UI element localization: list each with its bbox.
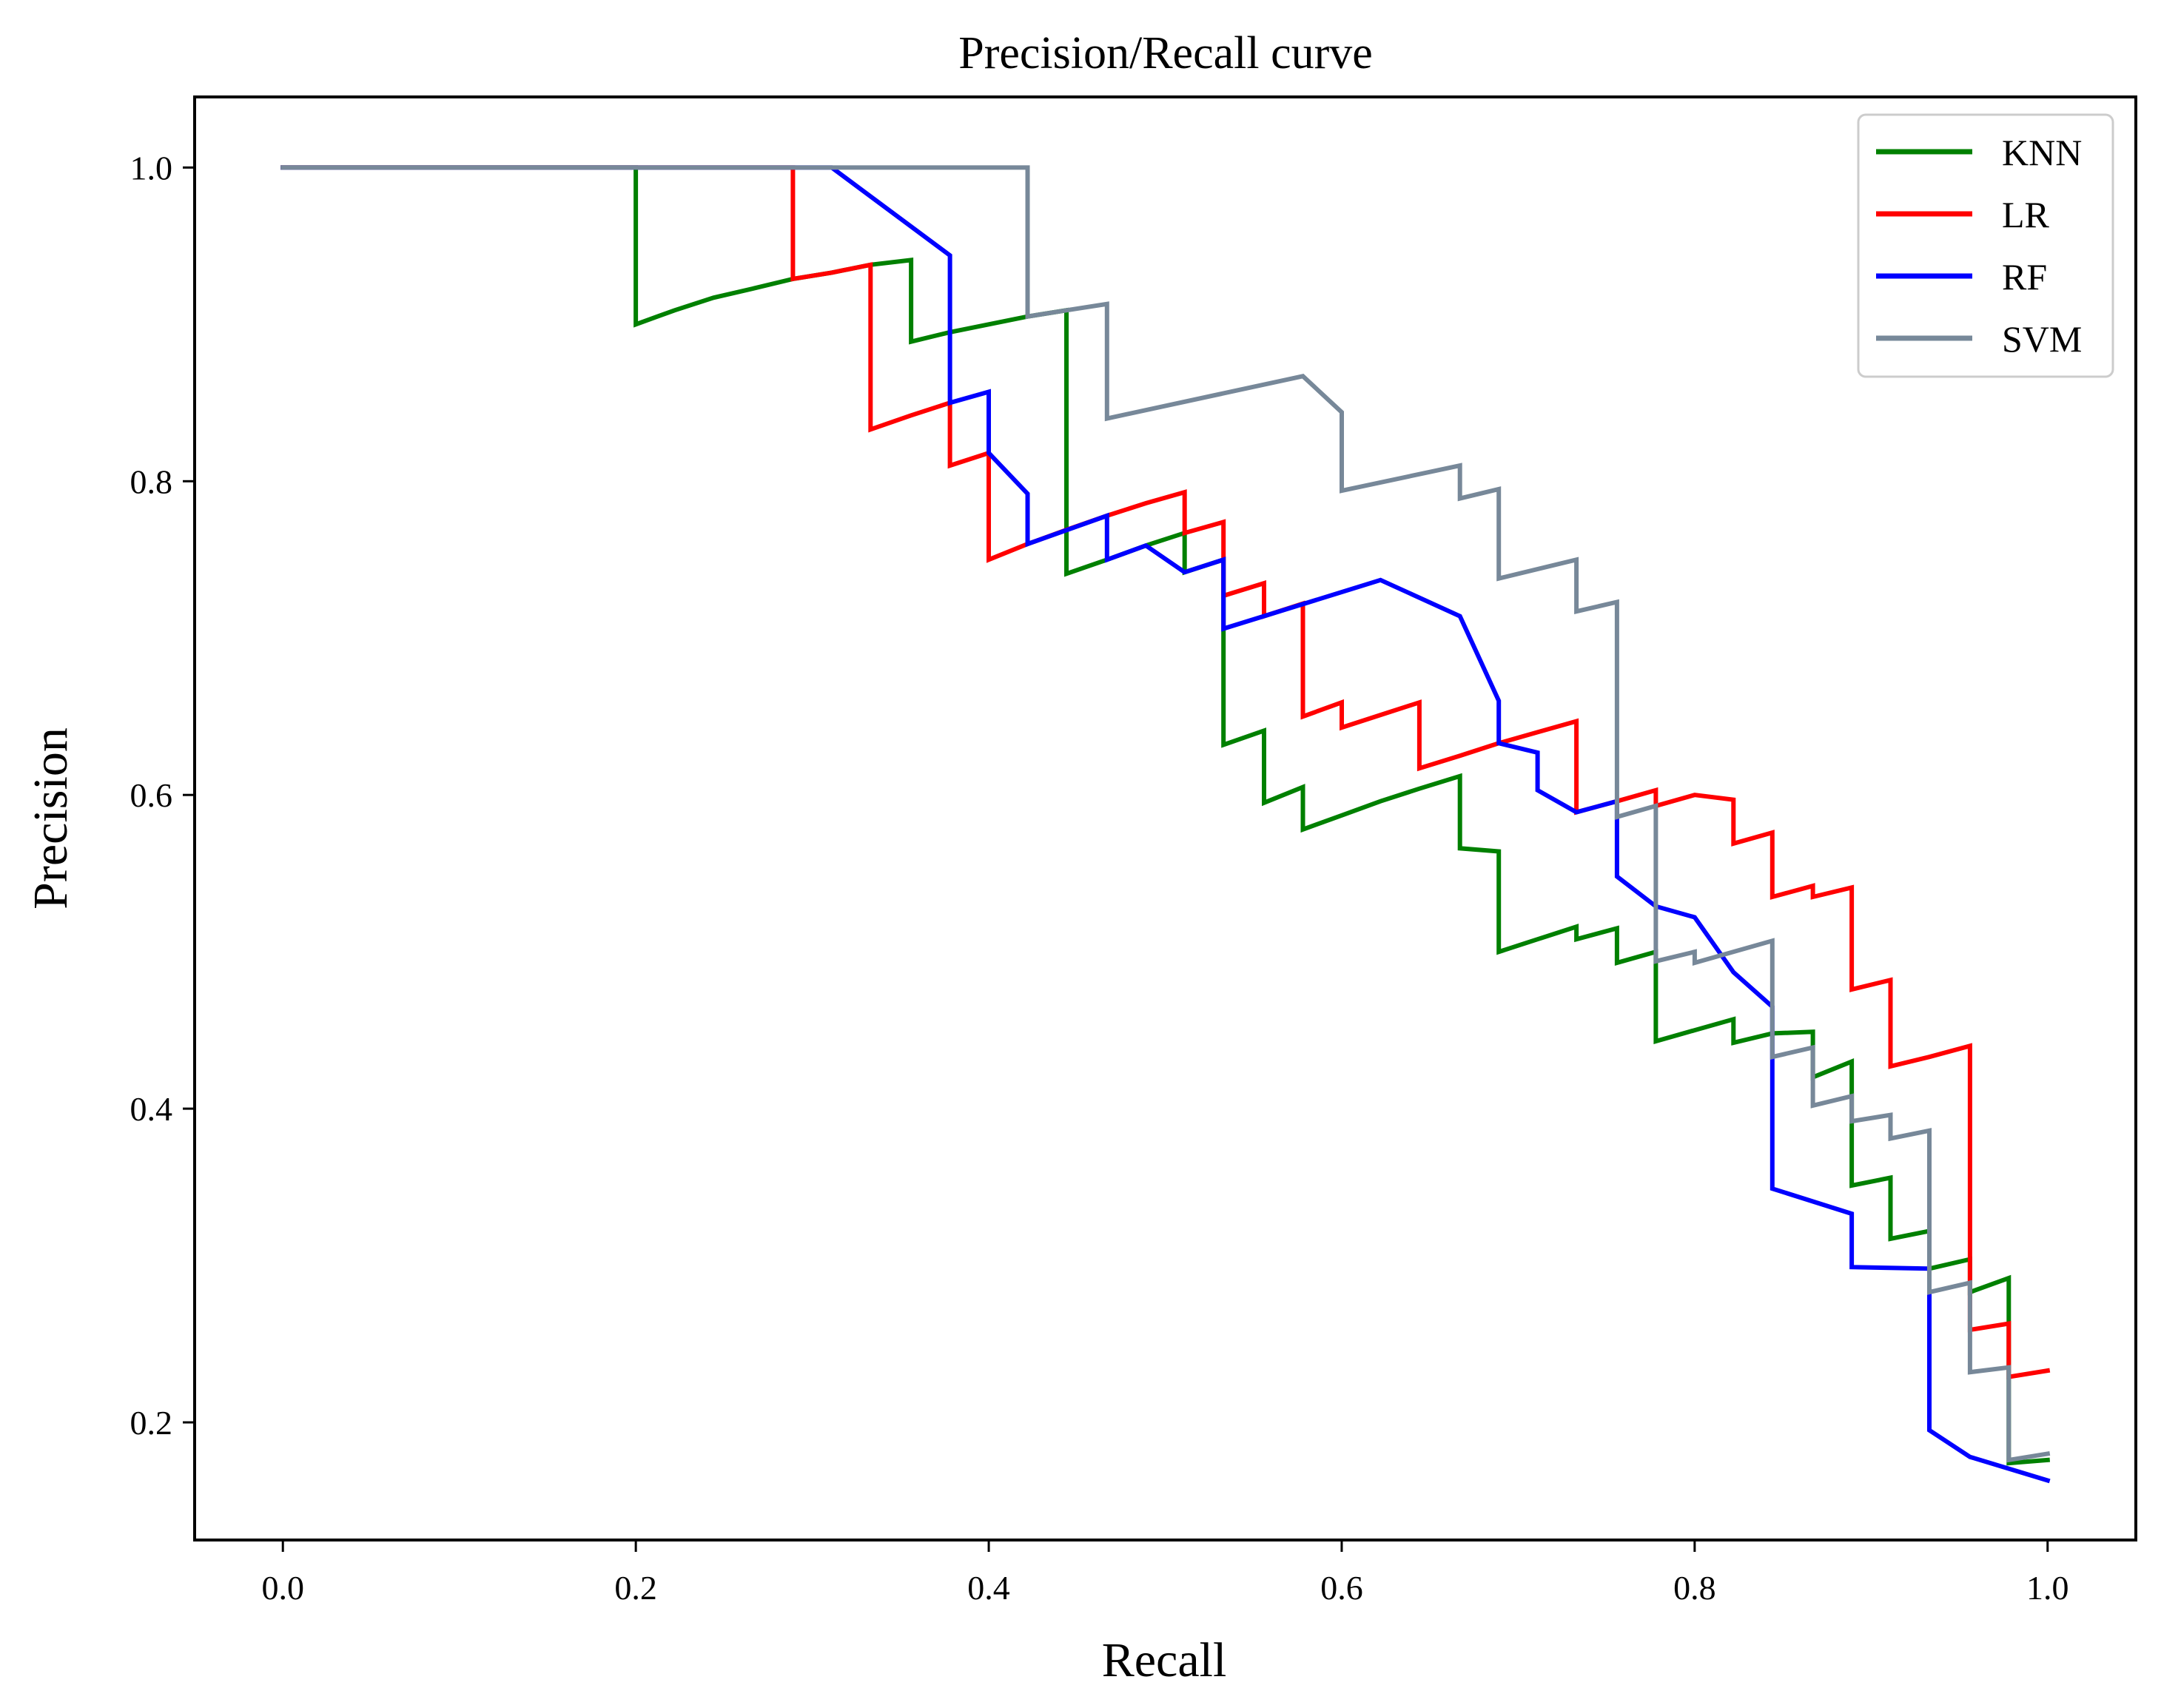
chart-title: Precision/Recall curve <box>958 28 1373 78</box>
legend-label-lr: LR <box>2002 194 2050 235</box>
x-tick-label: 0.8 <box>1673 1569 1716 1607</box>
x-tick-label: 1.0 <box>2026 1569 2069 1607</box>
x-tick-label: 0.6 <box>1320 1569 1363 1607</box>
legend-box <box>1857 113 2114 378</box>
legend: KNN LR RF SVM <box>1857 113 2114 378</box>
y-tick-label: 0.4 <box>130 1090 173 1128</box>
x-axis-label: Recall <box>1102 1633 1227 1687</box>
series-line-rf <box>280 165 2051 1484</box>
series-line-knn <box>280 165 2051 1466</box>
x-tick-label: 0.4 <box>967 1569 1010 1607</box>
legend-label-svm: SVM <box>2002 318 2082 360</box>
plot-frame <box>193 95 2137 1541</box>
series-line-svm <box>280 165 2051 1463</box>
y-tick-label: 0.2 <box>130 1404 173 1442</box>
y-tick-label: 1.0 <box>130 149 173 186</box>
y-axis-label: Precision <box>24 727 78 910</box>
x-tick-label: 0.0 <box>261 1569 304 1607</box>
y-tick-label: 0.8 <box>130 463 173 500</box>
y-tick-label: 0.6 <box>130 776 173 814</box>
series-line-lr <box>280 165 2051 1380</box>
legend-label-rf: RF <box>2002 256 2047 297</box>
legend-label-knn: KNN <box>2002 132 2082 173</box>
x-tick-label: 0.2 <box>614 1569 657 1607</box>
